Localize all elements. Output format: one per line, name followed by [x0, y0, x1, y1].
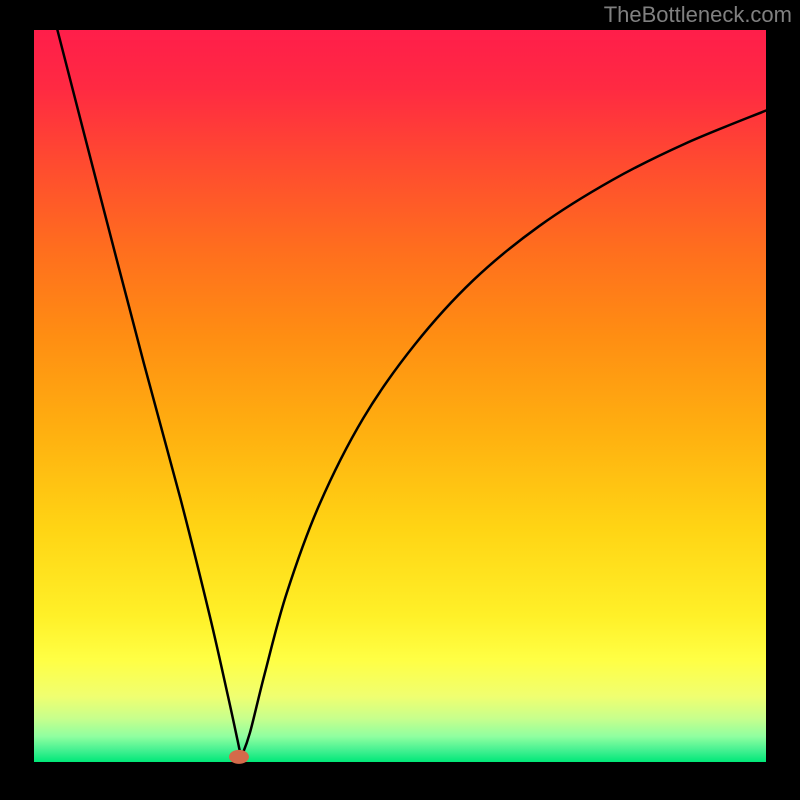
bottleneck-chart	[0, 0, 800, 800]
chart-container: TheBottleneck.com	[0, 0, 800, 800]
watermark-label: TheBottleneck.com	[604, 2, 792, 28]
plot-background	[34, 30, 766, 762]
min-marker	[229, 750, 249, 764]
